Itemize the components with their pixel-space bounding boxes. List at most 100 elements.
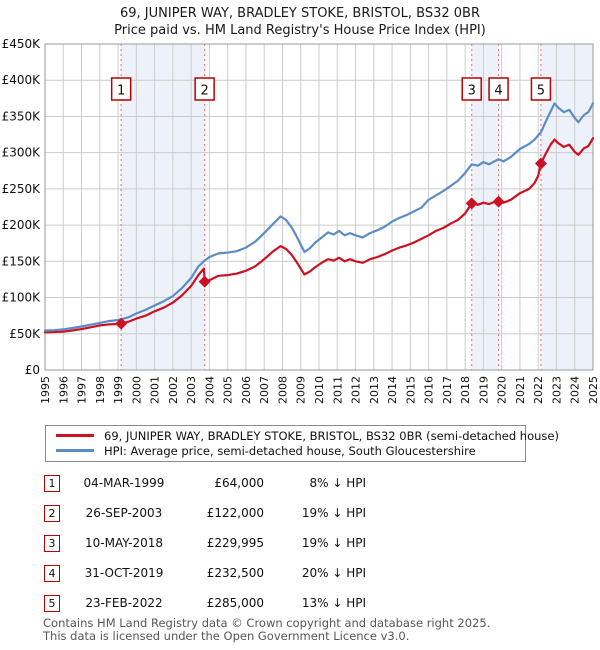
table-row: 4 31-OCT-2019 £232,500 20% ↓ HPI <box>0 565 600 595</box>
y-tick-label: £300K <box>2 146 42 160</box>
x-tick-label: 2025 <box>587 376 600 404</box>
row-hpi-delta: 8% ↓ HPI <box>309 476 366 490</box>
row-number-badge: 1 <box>44 475 60 492</box>
legend-label-property: 69, JUNIPER WAY, BRADLEY STOKE, BRISTOL,… <box>104 428 559 443</box>
x-tick-label: 2020 <box>496 376 509 404</box>
row-number-badge: 4 <box>44 565 60 582</box>
sale-marker-badge <box>461 77 482 101</box>
x-tick-label: 2010 <box>313 376 326 404</box>
x-tick-label: 2001 <box>149 376 162 404</box>
x-tick-label: 2004 <box>203 376 216 404</box>
sale-marker-badge-number: 4 <box>494 84 502 99</box>
row-price: £285,000 <box>206 596 264 610</box>
x-tick-label: 2002 <box>167 376 180 404</box>
footer-line-2: This data is licensed under the Open Gov… <box>43 629 410 643</box>
row-date: 04-MAR-1999 <box>83 476 165 490</box>
y-tick-label: £50K <box>9 327 41 341</box>
row-date: 31-OCT-2019 <box>84 566 164 580</box>
x-tick-label: 2022 <box>532 376 545 404</box>
x-tick-label: 1997 <box>76 376 89 404</box>
ownership-period-band <box>121 44 205 370</box>
sale-marker-diamond <box>492 195 505 208</box>
row-date: 26-SEP-2003 <box>85 506 163 520</box>
y-tick-label: £200K <box>2 218 42 232</box>
row-price: £122,000 <box>206 506 264 520</box>
y-tick-label: £450K <box>2 38 42 51</box>
y-tick-label: £350K <box>2 109 42 123</box>
row-hpi-delta: 13% ↓ HPI <box>301 596 366 610</box>
y-tick-label: £250K <box>2 182 42 196</box>
row-price: £64,000 <box>214 476 264 490</box>
x-tick-label: 2024 <box>569 376 582 404</box>
x-tick-label: 2012 <box>350 376 363 404</box>
sale-marker-badge <box>530 77 552 101</box>
sale-marker-badge-number: 5 <box>537 84 545 99</box>
series-line-property <box>43 137 595 334</box>
sale-marker-badge <box>488 77 509 101</box>
x-tick-label: 2016 <box>423 376 436 404</box>
price-history-chart: 1 2 3 4 5 £0 £50K £100K £150K £200K £250K £300K £350… <box>2 38 600 404</box>
series-line-hpi <box>43 102 595 332</box>
x-tick-label: 2007 <box>258 376 271 404</box>
property-line-swatch <box>56 434 94 437</box>
y-tick-label: £150K <box>2 254 42 268</box>
x-tick-label: 2011 <box>331 376 344 404</box>
table-row: 3 10-MAY-2018 £229,995 19% ↓ HPI <box>0 535 600 565</box>
sale-marker-badge-number: 2 <box>201 84 209 99</box>
footer-line-1: Contains HM Land Registry data © Crown c… <box>43 616 491 630</box>
x-tick-label: 1998 <box>94 376 107 404</box>
legend-item-property: 69, JUNIPER WAY, BRADLEY STOKE, BRISTOL,… <box>46 428 559 443</box>
x-tick-label: 2019 <box>477 376 490 404</box>
x-tick-label: 2009 <box>295 376 308 404</box>
y-tick-label: £100K <box>2 291 42 305</box>
sale-marker-diamond <box>465 197 478 210</box>
plot-border <box>44 43 594 371</box>
sale-marker-diamond <box>198 275 211 288</box>
x-tick-label: 2005 <box>222 376 235 404</box>
y-tick-label: £0 <box>25 363 40 377</box>
row-date: 10-MAY-2018 <box>84 536 163 550</box>
x-tick-label: 2014 <box>386 376 399 404</box>
x-tick-label: 2000 <box>130 376 143 404</box>
table-row: 5 23-FEB-2022 £285,000 13% ↓ HPI <box>0 595 600 625</box>
row-hpi-delta: 20% ↓ HPI <box>301 566 366 580</box>
sale-marker-badge-number: 3 <box>468 84 476 99</box>
sale-marker-diamond <box>534 157 547 170</box>
x-tick-label: 2013 <box>368 376 381 404</box>
sale-marker-badge <box>110 77 132 101</box>
x-tick-label: 2003 <box>185 376 198 404</box>
x-tick-label: 2015 <box>404 376 417 404</box>
sale-marker-badge <box>194 77 215 101</box>
legend-label-hpi: HPI: Average price, semi-detached house,… <box>104 443 476 458</box>
legend-box: 69, JUNIPER WAY, BRADLEY STOKE, BRISTOL,… <box>45 425 559 462</box>
row-number-badge: 5 <box>44 595 60 612</box>
row-price: £232,500 <box>206 566 264 580</box>
footer-copyright: Contains HM Land Registry data © Crown c… <box>43 617 583 643</box>
hpi-line-swatch <box>56 449 94 452</box>
x-tick-label: 2023 <box>550 376 563 404</box>
table-row: 1 04-MAR-1999 £64,000 8% ↓ HPI <box>0 475 600 505</box>
x-tick-label: 2021 <box>514 376 527 404</box>
page-title: 69, JUNIPER WAY, BRADLEY STOKE, BRISTOL,… <box>119 6 480 21</box>
x-tick-label: 2008 <box>276 376 289 404</box>
row-number-badge: 3 <box>44 535 60 552</box>
row-hpi-delta: 19% ↓ HPI <box>301 506 366 520</box>
chart-header: 69, JUNIPER WAY, BRADLEY STOKE, BRISTOL,… <box>0 5 600 39</box>
x-tick-label: 2006 <box>240 376 253 404</box>
legend-item-hpi: HPI: Average price, semi-detached house,… <box>46 443 525 458</box>
row-number-badge: 2 <box>44 505 60 522</box>
row-hpi-delta: 19% ↓ HPI <box>301 536 366 550</box>
row-price: £229,995 <box>206 536 264 550</box>
page-subtitle: Price paid vs. HM Land Registry's House … <box>114 23 486 38</box>
table-row: 2 26-SEP-2003 £122,000 19% ↓ HPI <box>0 505 600 535</box>
x-tick-label: 1995 <box>39 376 52 404</box>
sale-marker-diamond <box>115 317 128 330</box>
x-tick-label: 1996 <box>57 376 70 404</box>
sales-table: 1 04-MAR-1999 £64,000 8% ↓ HPI 2 26-SEP-… <box>0 475 600 625</box>
x-tick-label: 2018 <box>459 376 472 404</box>
x-tick-label: 1999 <box>112 376 125 404</box>
row-date: 23-FEB-2022 <box>85 596 163 610</box>
sale-marker-badge-number: 1 <box>117 84 125 99</box>
x-tick-label: 2017 <box>441 376 454 404</box>
